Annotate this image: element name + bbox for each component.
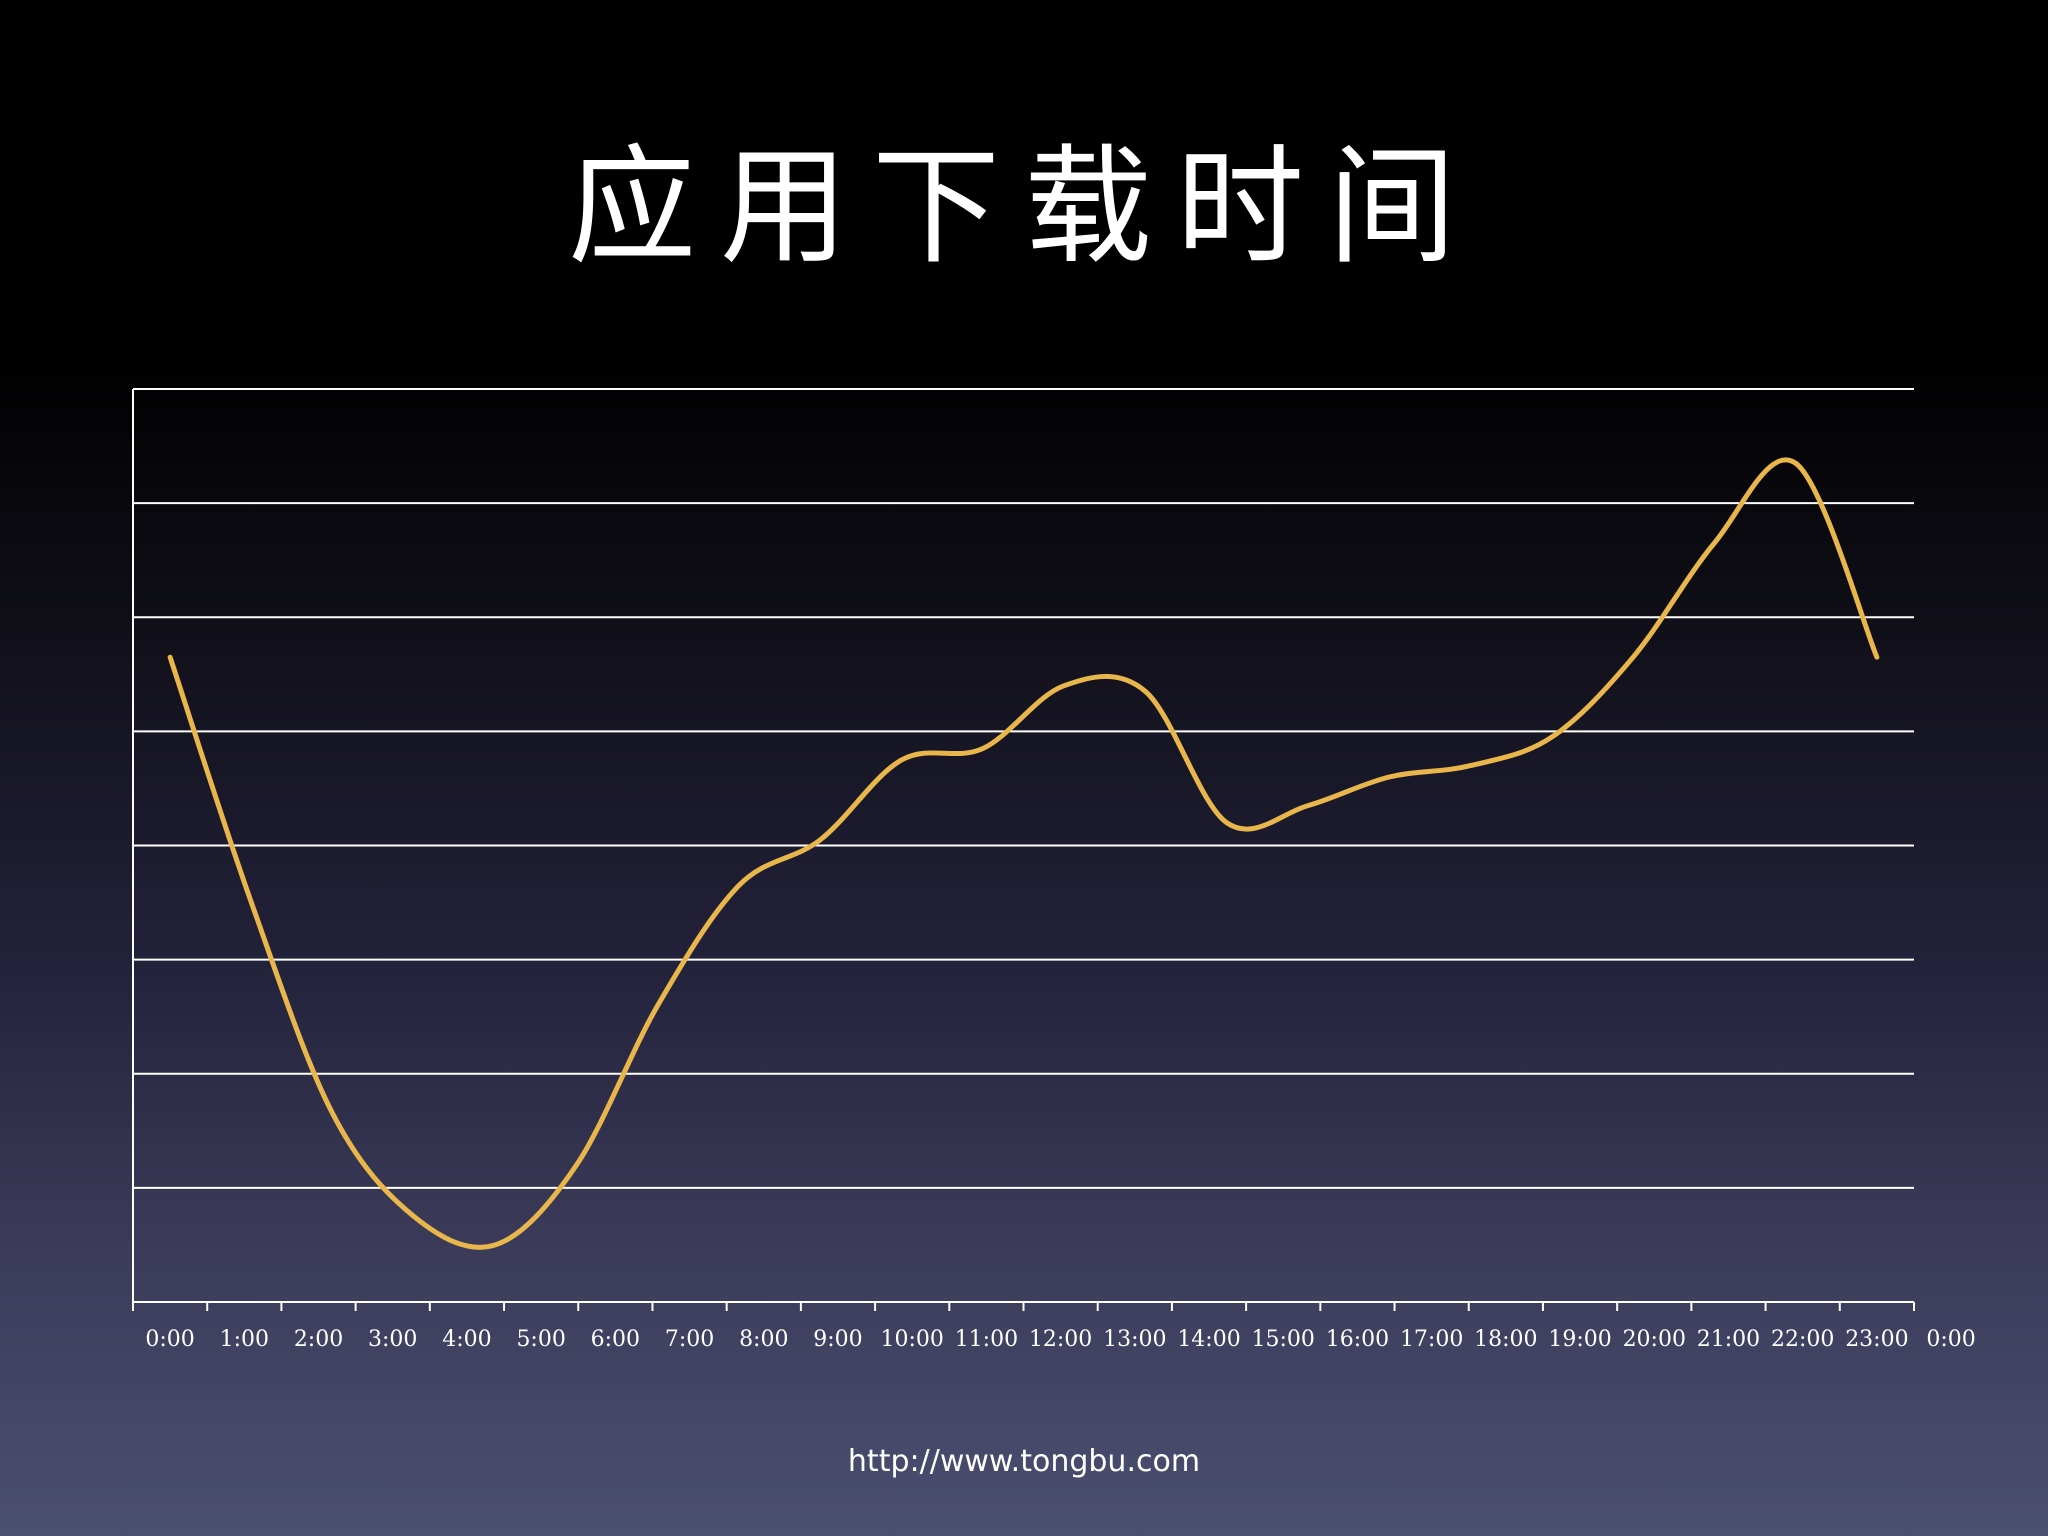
- x-tick-label: 18:00: [1474, 1327, 1537, 1352]
- x-tick-label: 17:00: [1400, 1327, 1463, 1352]
- x-tick-label: 16:00: [1326, 1327, 1389, 1352]
- x-tick-label: 8:00: [739, 1327, 788, 1352]
- series-line: [167, 457, 1880, 1250]
- x-tick-label: 1:00: [220, 1327, 269, 1352]
- x-tick-label: 19:00: [1548, 1327, 1611, 1352]
- x-tick-label: 13:00: [1103, 1327, 1166, 1352]
- page-title: 应用下载时间: [567, 133, 1480, 282]
- x-tick-label: 12:00: [1029, 1327, 1092, 1352]
- x-tick-label: 7:00: [665, 1327, 714, 1352]
- x-tick-label: 20:00: [1623, 1327, 1686, 1352]
- x-tick-label: 10:00: [880, 1327, 943, 1352]
- x-tick-label: 5:00: [516, 1327, 565, 1352]
- footer-url: http://www.tongbu.com: [847, 1444, 1201, 1479]
- x-tick-label: 15:00: [1252, 1327, 1315, 1352]
- x-tick-label: 3:00: [368, 1327, 417, 1352]
- x-tick-label: 11:00: [955, 1327, 1018, 1352]
- x-tick-label: 9:00: [813, 1327, 862, 1352]
- x-tick-label: 21:00: [1697, 1327, 1760, 1352]
- x-tick-label: 22:00: [1771, 1327, 1834, 1352]
- x-tick-label: 0:00: [1926, 1327, 1975, 1352]
- x-tick-label: 23:00: [1845, 1327, 1908, 1352]
- x-tick-label: 4:00: [442, 1327, 491, 1352]
- x-tick-label: 14:00: [1177, 1327, 1240, 1352]
- x-tick-label: 2:00: [294, 1327, 343, 1352]
- x-tick-label: 6:00: [591, 1327, 640, 1352]
- x-tick-label: 0:00: [145, 1327, 194, 1352]
